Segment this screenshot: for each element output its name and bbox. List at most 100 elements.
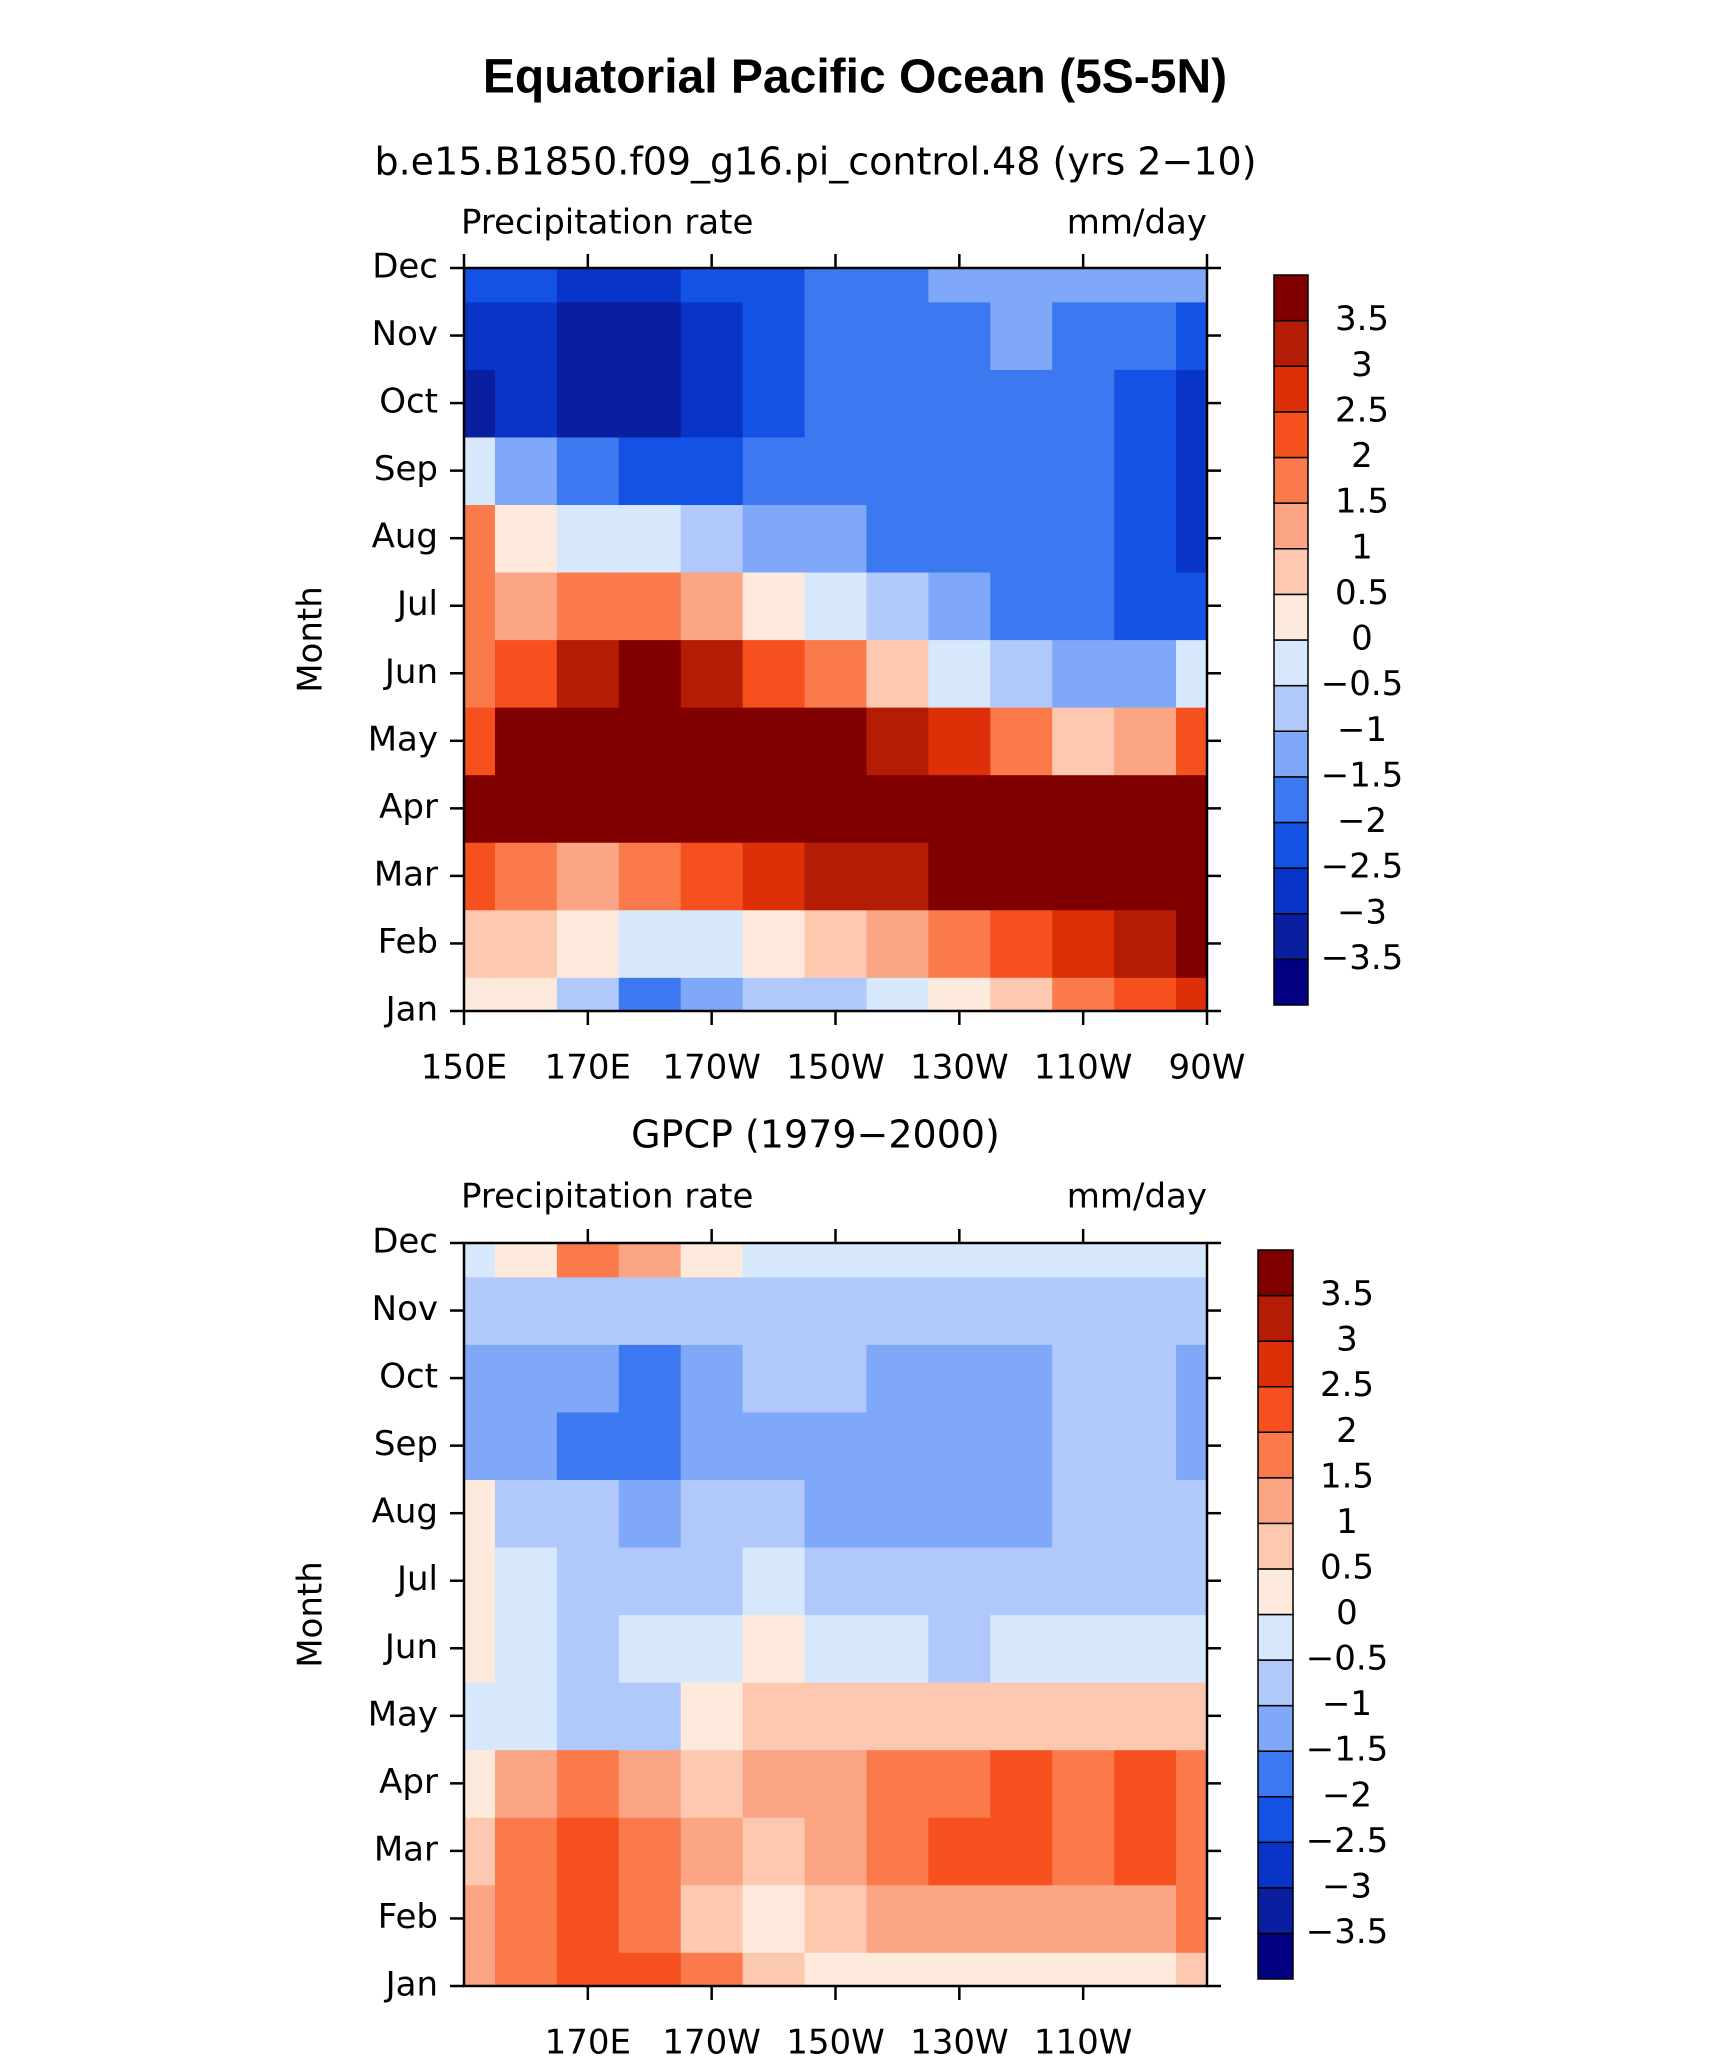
colorbar-label: 2.5 — [1335, 390, 1389, 430]
contour-cell — [680, 1479, 744, 1548]
contour-cell — [680, 369, 744, 438]
contour-cell — [556, 707, 620, 776]
contour-cell — [556, 909, 620, 978]
contour-cell — [1052, 369, 1115, 438]
contour-cell — [1114, 977, 1177, 1012]
contour-cell — [1114, 571, 1177, 641]
contour-cell — [990, 707, 1053, 776]
contour-cell — [804, 1749, 868, 1818]
contour-cell — [1176, 1952, 1208, 1987]
y-tick-label: Mar — [374, 854, 438, 894]
contour-cell — [494, 1411, 558, 1481]
contour-cell — [866, 1276, 929, 1345]
contour-cell — [742, 301, 806, 370]
contour-cell — [1176, 909, 1208, 978]
colorbar-label: 1.5 — [1320, 1456, 1374, 1496]
y-tick-label: Aug — [372, 517, 438, 557]
contour-cell — [1176, 774, 1208, 843]
y-axis-label: Month — [291, 1561, 331, 1668]
left-label: Precipitation rate — [461, 1177, 753, 1217]
contour-cell — [618, 1749, 682, 1818]
contour-cell — [990, 1817, 1053, 1886]
contour-cell — [464, 774, 496, 843]
y-tick-label: Jan — [384, 1965, 438, 2005]
contour-cell — [680, 842, 744, 911]
contour-cell — [618, 707, 682, 776]
y-tick-label: May — [368, 719, 438, 759]
colorbar-box — [1273, 821, 1309, 869]
contour-cell — [1052, 774, 1115, 843]
contour-cell — [1176, 1276, 1208, 1345]
contour-cell — [804, 268, 868, 303]
y-tick-label: Jun — [383, 1627, 438, 1667]
contour-cell — [618, 1952, 682, 1987]
contour-cell — [804, 842, 868, 911]
contour-cell — [618, 1479, 682, 1548]
contour-cell — [990, 1344, 1053, 1413]
colorbar-label: 0.5 — [1335, 573, 1389, 613]
contour-cell — [618, 977, 682, 1012]
y-axis-label: Month — [291, 586, 331, 693]
contour-cell — [680, 1344, 744, 1413]
contour-cell — [742, 436, 806, 506]
colorbar-label: 1.5 — [1335, 482, 1389, 522]
contour-cell — [866, 571, 929, 641]
contour-cell — [928, 1682, 991, 1751]
contour-cell — [680, 1952, 744, 1987]
contour-cell — [1114, 268, 1177, 303]
colorbar-box — [1273, 593, 1309, 641]
colorbar-label: −0.5 — [1306, 1639, 1389, 1679]
contour-cell — [1052, 301, 1115, 370]
contour-cell — [680, 504, 744, 573]
contour-cell — [928, 504, 991, 573]
contour-cell — [990, 1546, 1053, 1616]
contour-cell — [464, 842, 496, 911]
contour-cell — [618, 369, 682, 438]
contour-cell — [464, 1749, 496, 1818]
colorbar-box — [1273, 502, 1309, 550]
contour-cell — [556, 1614, 620, 1683]
contour-cell — [866, 1243, 929, 1278]
contour-cell — [464, 504, 496, 573]
contour-cell — [1176, 1884, 1208, 1953]
x-tick-label: 90W — [1169, 1048, 1246, 1088]
right-label: mm/day — [1067, 1177, 1207, 1217]
contour-cell — [928, 1479, 991, 1548]
contour-cell — [1176, 1682, 1208, 1751]
contour-cell — [494, 1952, 558, 1987]
contour-cell — [556, 1884, 620, 1953]
y-tick-label: Jul — [395, 584, 438, 624]
y-tick-label: Jun — [383, 652, 438, 692]
contour-cell — [1052, 1411, 1115, 1481]
contour-cell — [742, 1243, 806, 1278]
colorbar-box — [1257, 1659, 1294, 1707]
contour-cell — [866, 504, 929, 573]
contour-cell — [1052, 571, 1115, 641]
contour-cell — [866, 1546, 929, 1616]
colorbar-box — [1257, 1431, 1294, 1479]
colorbar-box — [1257, 1249, 1294, 1297]
contour-cell — [990, 1614, 1053, 1683]
contour-cell — [866, 842, 929, 911]
contour-cell — [556, 774, 620, 843]
colorbar-label: 1 — [1351, 527, 1373, 567]
contour-cell — [464, 301, 496, 370]
contour-cell — [1114, 639, 1177, 708]
contour-cell — [680, 1682, 744, 1751]
colorbar-label: −1 — [1337, 710, 1387, 750]
y-tick-label: Oct — [379, 382, 438, 422]
contour-cell — [1176, 268, 1208, 303]
contour-cell — [804, 1243, 868, 1278]
contour-cell — [680, 707, 744, 776]
contour-cell — [804, 639, 868, 708]
colorbar-box — [1273, 958, 1309, 1006]
contour-cell — [804, 707, 868, 776]
x-tick-label: 170E — [545, 2023, 631, 2062]
contour-cell — [742, 571, 806, 641]
x-tick-label: 150W — [786, 1048, 885, 1088]
contour-cell — [618, 1276, 682, 1345]
contour-cell — [618, 1243, 682, 1278]
contour-cell — [556, 268, 620, 303]
contour-cell — [680, 1411, 744, 1481]
